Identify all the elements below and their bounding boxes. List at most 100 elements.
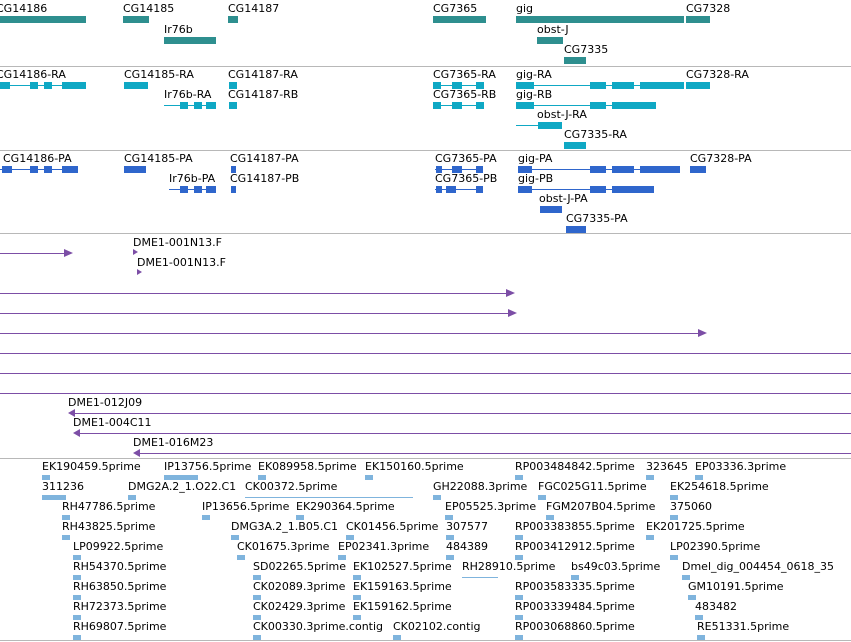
est-feature[interactable]	[338, 555, 346, 560]
est-feature[interactable]	[670, 495, 678, 500]
est-feature[interactable]	[62, 515, 70, 520]
est-feature[interactable]	[695, 475, 703, 480]
est-feature[interactable]	[670, 555, 678, 560]
protein-label[interactable]: gig-PB	[518, 172, 554, 185]
transcript-exon[interactable]	[30, 82, 38, 89]
protein-segment[interactable]	[540, 206, 562, 213]
est-label[interactable]: RH47786.5prime	[62, 500, 156, 513]
protein-segment[interactable]	[518, 186, 532, 193]
clone-line[interactable]	[0, 353, 851, 354]
est-feature[interactable]	[296, 515, 304, 520]
est-feature[interactable]	[646, 535, 654, 540]
transcript-label[interactable]: CG7335-RA	[564, 128, 627, 141]
protein-label[interactable]: CG7335-PA	[566, 212, 628, 225]
protein-segment[interactable]	[590, 186, 606, 193]
transcript-exon[interactable]	[229, 102, 237, 109]
est-label[interactable]: RH54370.5prime	[73, 560, 167, 573]
est-feature[interactable]	[253, 615, 261, 620]
est-feature[interactable]	[73, 575, 81, 580]
transcript-label[interactable]: gig-RB	[516, 88, 553, 101]
est-label[interactable]: EP03336.3prime	[695, 460, 787, 473]
est-feature[interactable]	[73, 615, 81, 620]
est-feature[interactable]	[253, 595, 261, 600]
transcript-label[interactable]: gig-RA	[516, 68, 552, 81]
est-feature[interactable]	[365, 475, 373, 480]
protein-segment[interactable]	[476, 166, 483, 173]
est-label[interactable]: EK102527.5prime	[353, 560, 452, 573]
est-feature[interactable]	[353, 575, 361, 580]
est-label[interactable]: SD02265.5prime	[253, 560, 346, 573]
clone-label[interactable]: DME1-012J09	[68, 396, 143, 409]
est-feature[interactable]	[670, 515, 678, 520]
est-label[interactable]: CK02102.contig	[393, 620, 481, 633]
est-feature[interactable]	[515, 555, 523, 560]
protein-segment[interactable]	[612, 166, 634, 173]
transcript-exon[interactable]	[612, 102, 656, 109]
est-label[interactable]: RH28910.5prime	[462, 560, 556, 573]
transcript-label[interactable]: CG7365-RB	[433, 88, 497, 101]
transcript-exon[interactable]	[206, 102, 216, 109]
protein-label[interactable]: Ir76b-PA	[169, 172, 216, 185]
est-feature[interactable]	[682, 575, 690, 580]
est-label[interactable]: FGC025G11.5prime	[538, 480, 647, 493]
protein-segment[interactable]	[231, 166, 236, 173]
protein-segment[interactable]	[476, 186, 483, 193]
est-feature[interactable]	[688, 595, 696, 600]
est-label[interactable]: EP05525.3prime	[445, 500, 537, 513]
est-feature[interactable]	[237, 555, 245, 560]
est-label[interactable]: RP003383855.5prime	[515, 520, 635, 533]
est-label[interactable]: EK159163.5prime	[353, 580, 452, 593]
gene-feature[interactable]	[516, 16, 684, 23]
est-label[interactable]: 323645	[646, 460, 688, 473]
protein-segment[interactable]	[180, 186, 188, 193]
est-label[interactable]: RH72373.5prime	[73, 600, 167, 613]
transcript-exon[interactable]	[0, 82, 10, 89]
est-label[interactable]: RH43825.5prime	[62, 520, 156, 533]
transcript-exon[interactable]	[476, 102, 484, 109]
est-label[interactable]: 307577	[446, 520, 488, 533]
transcript-exon[interactable]	[516, 82, 534, 89]
gene-label[interactable]: CG14186	[0, 2, 48, 15]
est-label[interactable]: FGM207B04.5prime	[546, 500, 656, 513]
clone-line[interactable]	[0, 373, 851, 374]
protein-label[interactable]: CG14186-PA	[3, 152, 72, 165]
est-feature[interactable]	[695, 615, 703, 620]
est-label[interactable]: DMG3A.2_1.B05.C1	[231, 520, 339, 533]
protein-segment[interactable]	[194, 186, 202, 193]
protein-label[interactable]: gig-PA	[518, 152, 553, 165]
clone-line[interactable]	[0, 393, 851, 394]
est-feature[interactable]	[445, 515, 453, 520]
transcript-exon[interactable]	[180, 102, 188, 109]
est-label[interactable]: EK190459.5prime	[42, 460, 141, 473]
est-feature[interactable]	[546, 515, 554, 520]
est-label[interactable]: LP02390.5prime	[670, 540, 761, 553]
protein-segment[interactable]	[44, 166, 52, 173]
transcript-label[interactable]: CG14185-RA	[124, 68, 194, 81]
protein-segment[interactable]	[690, 166, 706, 173]
protein-label[interactable]: obst-J-PA	[539, 192, 588, 205]
transcript-exon[interactable]	[44, 82, 52, 89]
protein-label[interactable]: CG14185-PA	[124, 152, 193, 165]
gene-label[interactable]: CG7335	[564, 43, 609, 56]
est-feature[interactable]	[446, 535, 454, 540]
gene-label[interactable]: CG7328	[686, 2, 731, 15]
protein-label[interactable]: CG14187-PA	[230, 152, 299, 165]
est-feature[interactable]	[446, 555, 454, 560]
transcript-exon[interactable]	[229, 82, 237, 89]
clone-label[interactable]: DME1-001N13.F	[137, 256, 226, 269]
transcript-exon[interactable]	[433, 102, 441, 109]
est-label[interactable]: EK150160.5prime	[365, 460, 464, 473]
protein-segment[interactable]	[446, 186, 456, 193]
protein-segment[interactable]	[2, 166, 12, 173]
protein-label[interactable]: CG7328-PA	[690, 152, 752, 165]
transcript-label[interactable]: CG7365-RA	[433, 68, 496, 81]
protein-segment[interactable]	[206, 186, 216, 193]
clone-line[interactable]	[0, 333, 700, 334]
clone-line[interactable]	[0, 313, 510, 314]
est-feature[interactable]	[253, 635, 261, 640]
est-label[interactable]: 483482	[695, 600, 737, 613]
est-label[interactable]: IP13756.5prime	[164, 460, 252, 473]
est-label[interactable]: GM10191.5prime	[688, 580, 784, 593]
transcript-exon[interactable]	[640, 82, 684, 89]
protein-segment[interactable]	[612, 186, 654, 193]
